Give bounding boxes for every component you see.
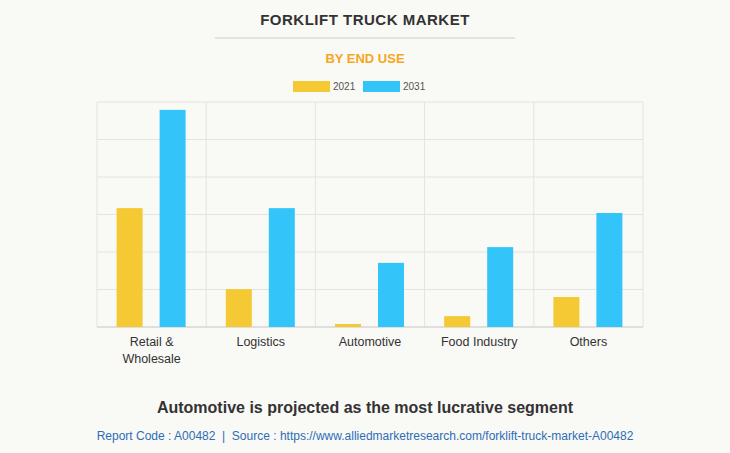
bar <box>160 110 186 327</box>
grid-line <box>97 102 643 103</box>
x-tick-label: Food Industry <box>441 335 518 349</box>
background <box>0 0 730 453</box>
bars <box>117 110 623 327</box>
x-tick-label: Others <box>570 335 608 349</box>
bar <box>553 297 579 327</box>
x-tick-label-line: Others <box>570 335 608 349</box>
subtitle: BY END USE <box>325 51 405 66</box>
x-tick-label-line: Food Industry <box>441 335 518 349</box>
category-separator <box>315 102 316 327</box>
title: FORKLIFT TRUCK MARKET <box>260 11 470 28</box>
legend-swatch <box>293 81 330 92</box>
legend-label: 2031 <box>403 81 426 92</box>
caption: Automotive is projected as the most lucr… <box>157 399 574 416</box>
bar <box>335 324 361 327</box>
x-tick-label: Retail & Wholesale <box>122 335 180 366</box>
legend-swatch <box>363 81 400 92</box>
bar <box>378 263 404 327</box>
bar <box>269 208 295 327</box>
legend-label: 2021 <box>333 81 356 92</box>
bar <box>596 213 622 327</box>
x-tick-label-line: Logistics <box>236 335 285 349</box>
title-rule <box>215 38 515 39</box>
category-separator <box>533 102 534 327</box>
bar <box>444 316 470 327</box>
category-separator <box>424 102 425 327</box>
x-tick-label-line: Automotive <box>339 335 402 349</box>
bar <box>117 208 143 327</box>
legend: 2021 2031 <box>293 81 426 92</box>
bar <box>226 289 252 327</box>
x-tick-label-line: Retail & <box>130 335 174 349</box>
x-tick-label: Logistics <box>236 335 285 349</box>
category-separator <box>643 102 644 327</box>
x-tick-label-line: Wholesale <box>122 352 180 366</box>
bar <box>487 247 513 327</box>
category-separator <box>206 102 207 327</box>
category-separator <box>97 102 98 327</box>
source: Report Code : A00482 | Source : https://… <box>97 429 634 443</box>
x-tick-label: Automotive <box>339 335 402 349</box>
grid <box>97 102 643 327</box>
chart: FORKLIFT TRUCK MARKET BY END USE 2021 2031 R… <box>0 0 730 453</box>
